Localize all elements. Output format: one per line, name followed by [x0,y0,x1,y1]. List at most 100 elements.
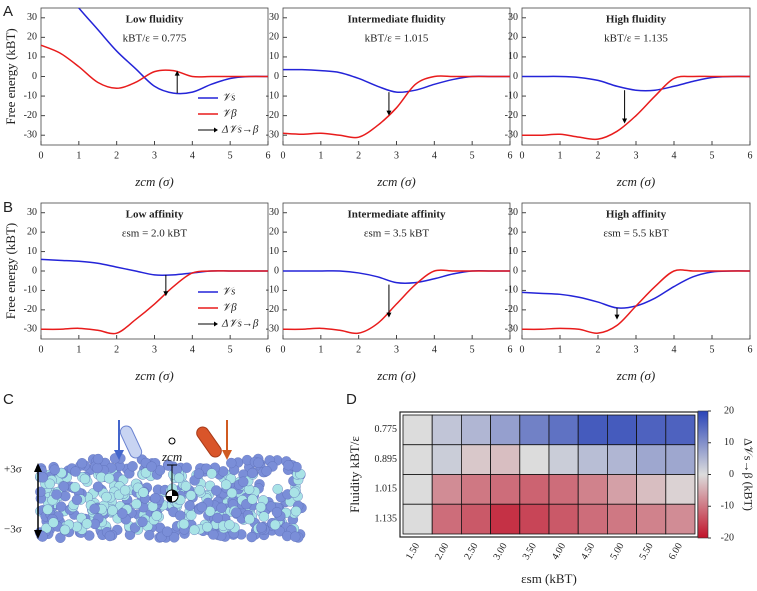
y-tick-label: 0.895 [375,454,398,465]
bead [117,508,128,519]
bead [144,529,155,541]
y-tick-label: 10 [27,51,37,62]
heatmap-cell [402,444,433,475]
bead [290,531,301,542]
chart-subtitle: εsm = 3.5 kBT [364,228,429,240]
bead [107,505,118,516]
heatmap-cell [460,414,491,446]
x-axis-label: zcm (σ) [616,368,656,383]
bead [69,482,81,493]
bead [79,473,91,485]
bead [184,500,195,511]
x-tick-label: 1 [76,344,81,355]
bead [283,460,294,471]
x-axis-label: εsm (kBT) [521,571,577,586]
heatmap-cell [636,414,667,446]
arrow-head [34,463,42,472]
series-line [522,75,750,92]
heatmap-cell [460,474,491,505]
y-tick-label: 0.775 [375,424,398,435]
heatmap-cell [490,444,521,475]
chart-subtitle: εsm = 2.0 kBT [122,228,187,240]
series-line [283,270,510,285]
bead [226,457,237,469]
bead [269,519,281,531]
x-tick-label: 6 [748,150,753,161]
bead [247,467,258,479]
y-tick-label: 30 [508,207,518,218]
x-tick-label: 0 [281,344,286,355]
y-tick-label: 0 [513,71,518,82]
bead [178,518,190,530]
bead [103,473,115,484]
heatmap-cell [665,444,696,475]
x-tick-label: 2.00 [433,541,451,562]
bead [89,503,100,515]
y-tick-label: -20 [266,304,279,315]
bead [181,462,192,473]
bead [81,518,93,529]
x-tick-label: 6 [508,150,513,161]
x-tick-label: 4 [432,344,437,355]
x-axis-label: zcm (σ) [376,368,416,383]
colorbar-tick-label: 10 [724,437,734,448]
bead [247,494,258,505]
colorbar-label: Δ𝒱s→β (kBT) [741,438,755,511]
heatmap-cell [607,414,638,446]
y-tick-label: 0 [274,265,279,276]
bead [42,504,53,515]
panel-label: D [346,391,357,408]
legend-label: 𝒱β [222,302,237,314]
y-tick-label: -30 [24,324,37,335]
marker-label: zcm [161,449,182,464]
x-tick-label: 2 [596,150,601,161]
x-tick-label: 3.50 [521,541,539,562]
heatmap-cell [402,503,433,535]
x-tick-label: 4 [672,150,677,161]
heatmap-cell [460,503,491,535]
marker-fill [166,490,178,502]
series-line [283,269,510,335]
chart-title: High fluidity [606,14,667,26]
x-tick-label: 4 [432,150,437,161]
x-tick-label: 1 [558,344,563,355]
arrow-head [214,321,218,327]
bead [92,481,104,492]
y-tick-label: -30 [24,130,37,141]
chart-title: Intermediate affinity [347,209,446,221]
x-tick-label: 3 [152,150,157,161]
x-tick-label: 3 [634,344,639,355]
series-line [41,44,268,89]
y-tick-label: -10 [266,285,279,296]
y-tick-label: -30 [505,324,518,335]
bead [163,460,174,471]
x-tick-label: 5.00 [608,541,626,562]
y-tick-label: -30 [266,130,279,141]
bead [202,521,213,533]
y-tick-label: -20 [505,110,518,121]
x-tick-label: 2 [114,344,119,355]
heatmap-cell [548,503,579,535]
bead [194,485,205,496]
top-label: +3σ [4,464,22,476]
x-tick-label: 4.50 [579,541,597,562]
y-tick-label: 20 [269,226,279,237]
heatmap-cell [548,414,579,446]
bead [71,494,83,505]
bead [55,501,67,512]
bead [261,465,272,477]
bead [138,487,149,498]
y-tick-label: 20 [27,226,37,237]
x-tick-label: 6 [508,344,513,355]
bead [185,490,197,501]
bead [169,532,180,543]
y-tick-label: 20 [508,32,518,43]
x-tick-label: 2 [356,344,361,355]
heatmap-cell [548,444,579,475]
bead [253,457,264,469]
y-tick-label: -10 [505,90,518,101]
x-tick-label: 4 [190,150,195,161]
x-tick-label: 4 [190,344,195,355]
bead [196,501,208,513]
